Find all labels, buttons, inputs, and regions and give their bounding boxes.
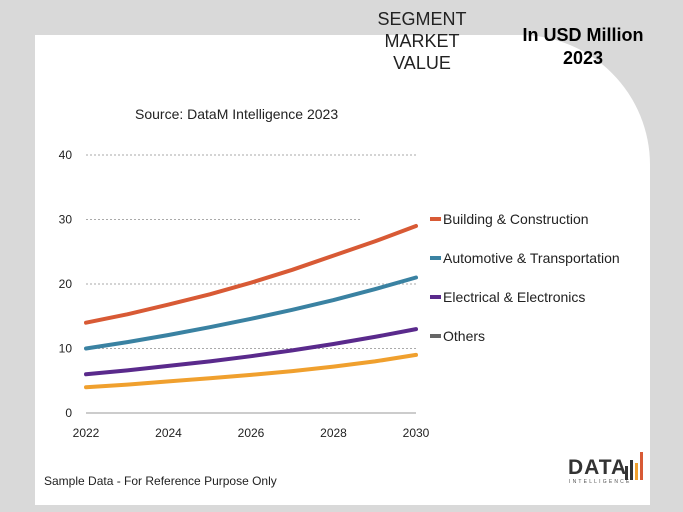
- y-tick-label: 30: [59, 213, 73, 227]
- y-tick-label: 40: [59, 148, 73, 162]
- legend-swatch: [430, 217, 441, 221]
- y-tick-label: 10: [59, 342, 73, 356]
- unit-title-line: In USD Million: [522, 25, 644, 45]
- series-line: [84, 352, 418, 390]
- logo-bars-icon: [625, 452, 643, 480]
- logo-subtext: INTELLIGENCE: [569, 479, 632, 485]
- y-tick-label: 20: [59, 277, 73, 291]
- legend-swatch: [430, 295, 441, 299]
- x-tick-label: 2022: [73, 426, 100, 440]
- chart-panel: [35, 35, 650, 505]
- legend-label: Electrical & Electronics: [443, 289, 586, 305]
- legend-swatch: [430, 334, 441, 338]
- source-text: Source: DataM Intelligence 2023: [135, 106, 339, 122]
- logo-text: DATA: [568, 456, 628, 479]
- segment-title-line: MARKET: [384, 31, 460, 51]
- legend-label: Automotive & Transportation: [443, 250, 620, 266]
- footnote: Sample Data - For Reference Purpose Only: [44, 474, 277, 488]
- series-line: [84, 224, 418, 325]
- y-tick-label: 0: [65, 406, 72, 420]
- x-tick-label: 2030: [403, 426, 430, 440]
- segment-title: SEGMENT MARKET VALUE: [352, 8, 492, 74]
- series-line: [84, 275, 418, 351]
- x-tick-label: 2028: [320, 426, 347, 440]
- x-tick-label: 2026: [238, 426, 265, 440]
- legend-swatch: [430, 256, 441, 260]
- x-tick-label: 2024: [155, 426, 182, 440]
- legend-label: Others: [443, 328, 486, 344]
- unit-title-year: 2023: [562, 48, 604, 68]
- series-line: [84, 327, 418, 377]
- segment-title-line: SEGMENT: [377, 9, 467, 29]
- company-logo: DATA INTELLIGENCE: [568, 450, 644, 490]
- legend-label: Building & Construction: [443, 211, 589, 227]
- unit-title: In USD Million 2023: [500, 24, 666, 70]
- segment-title-line: VALUE: [393, 53, 451, 73]
